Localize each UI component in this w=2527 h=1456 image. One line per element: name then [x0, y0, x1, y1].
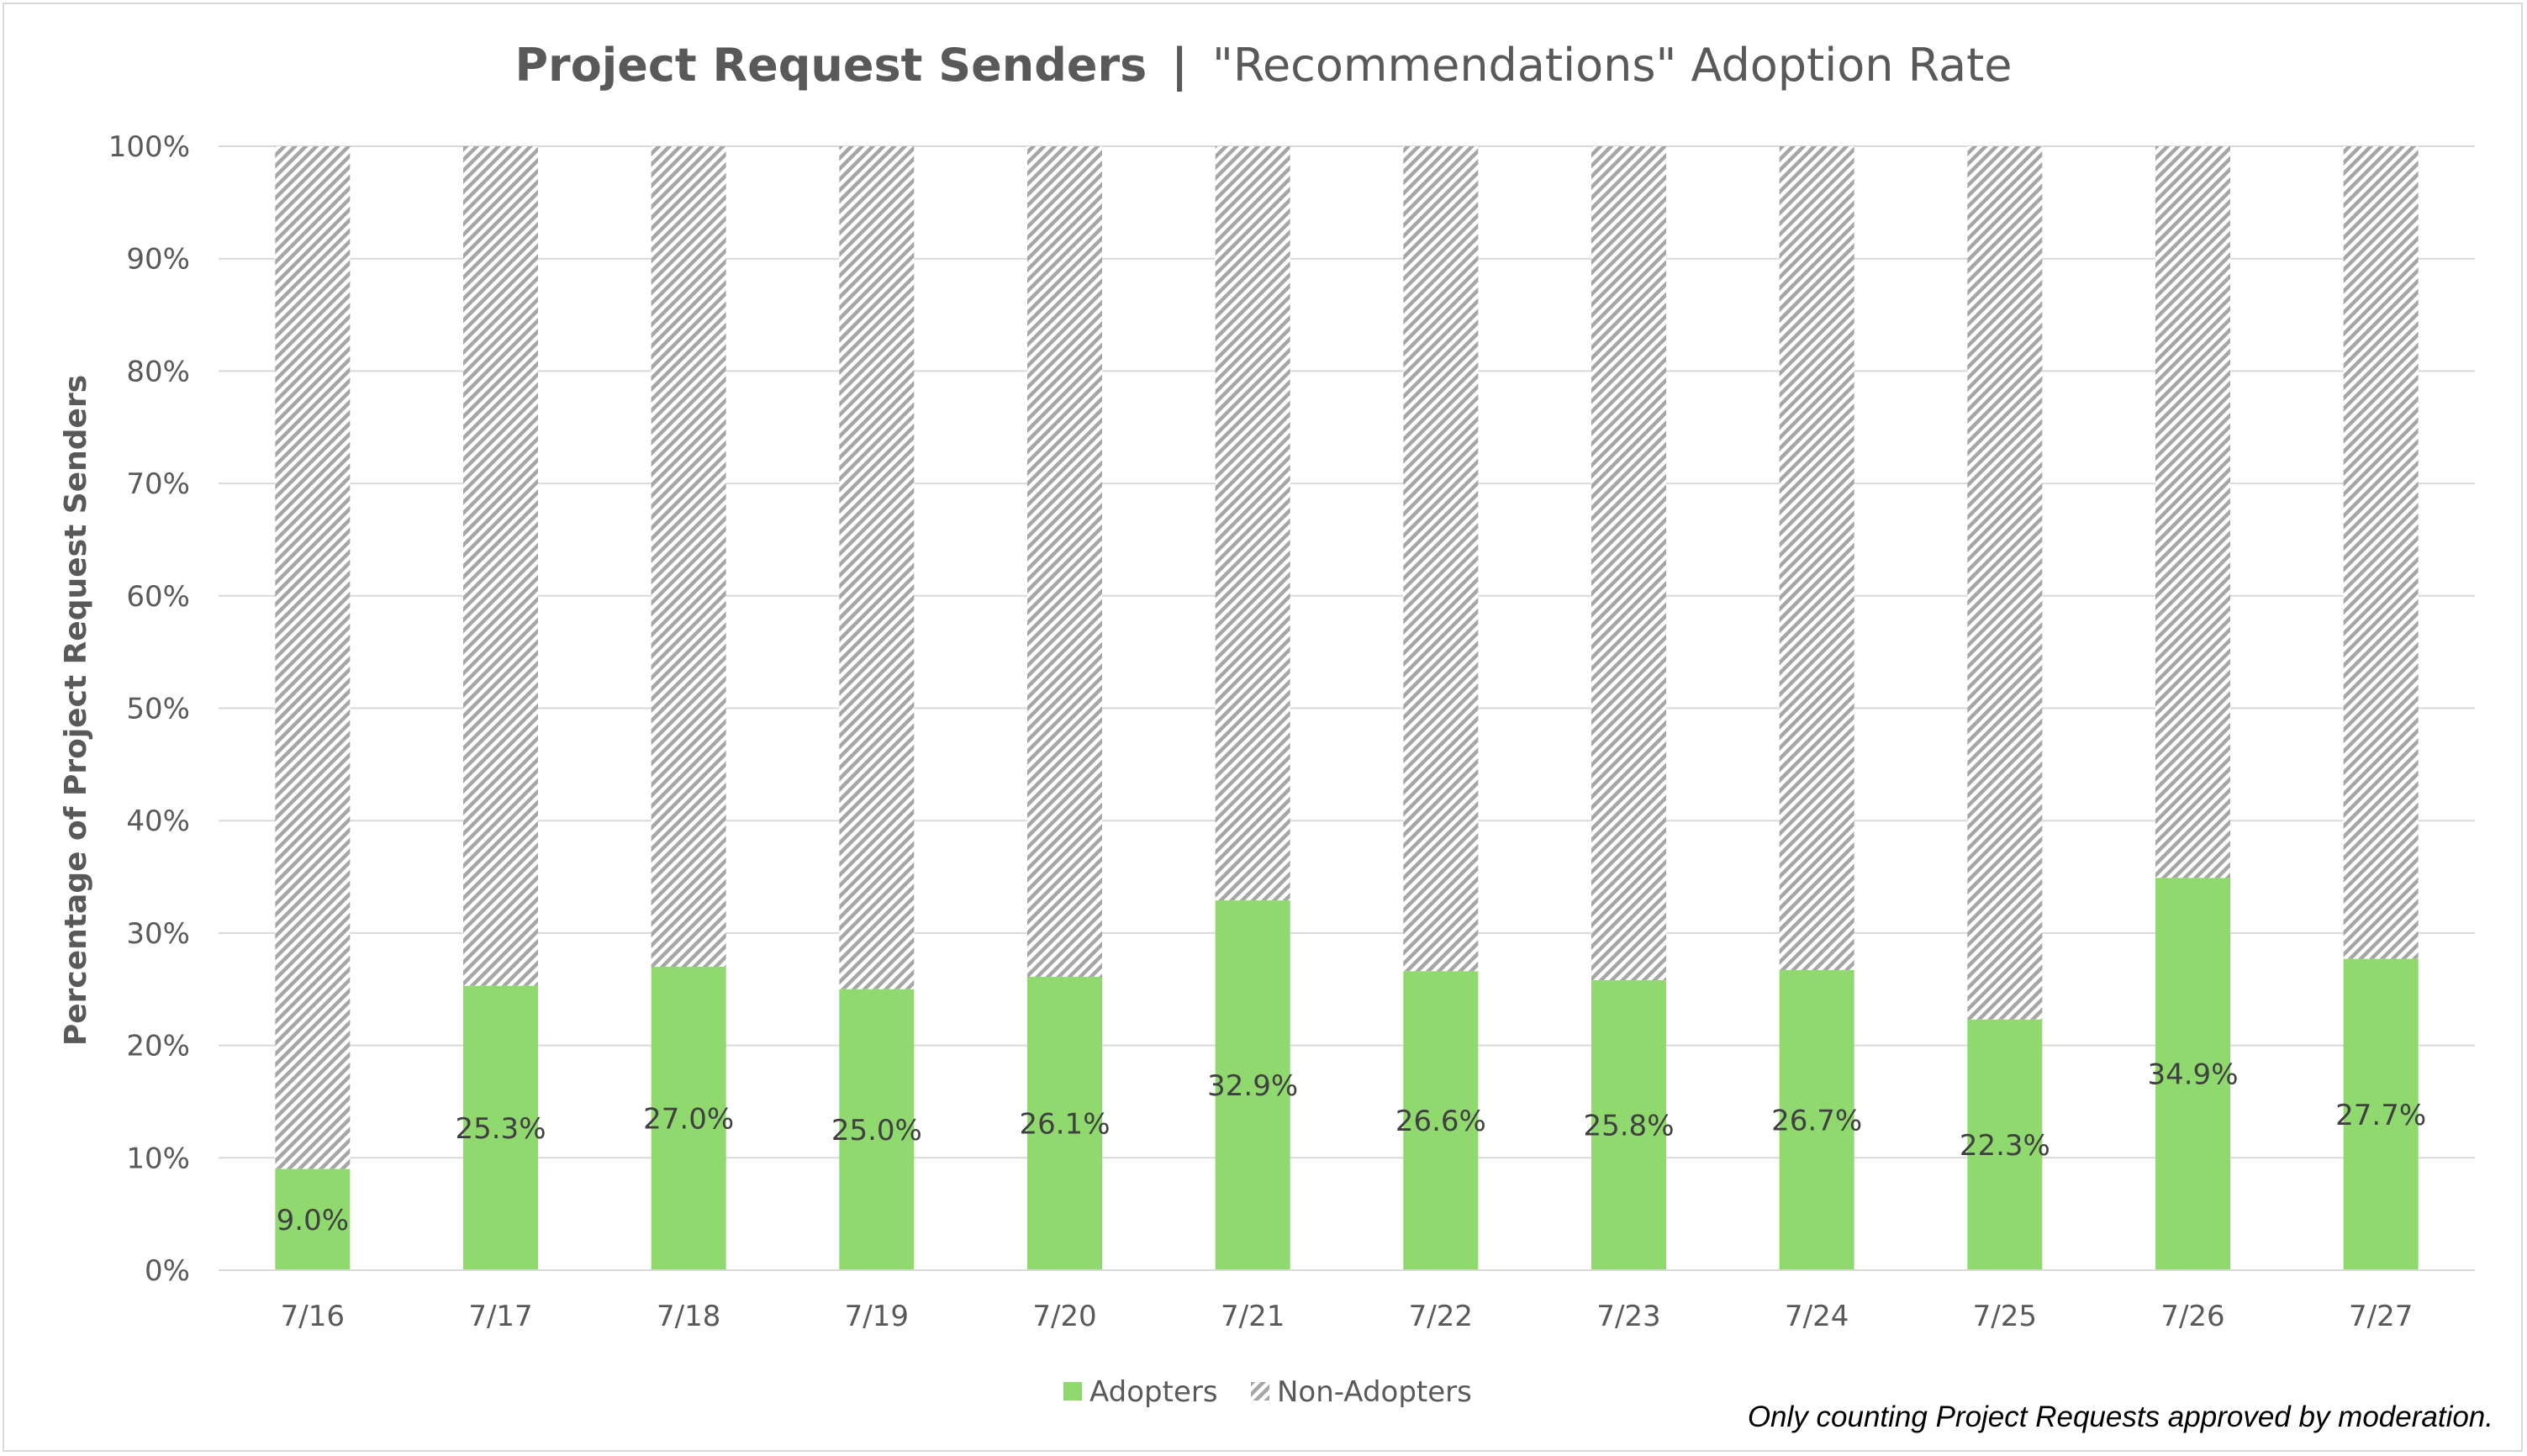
- y-tick-label: 80%: [126, 355, 190, 388]
- bar-data-label: 32.9%: [1207, 1069, 1298, 1103]
- bar-non-adopters: [463, 146, 538, 986]
- bar-adopters: [2343, 958, 2419, 1270]
- bar-non-adopters: [2155, 146, 2230, 878]
- bar-data-label: 25.8%: [1583, 1110, 1674, 1143]
- bar-adopters: [1967, 1019, 2043, 1270]
- bar-data-label: 25.0%: [831, 1114, 922, 1147]
- bar-data-label: 26.6%: [1395, 1105, 1486, 1138]
- bar-adopters: [1215, 900, 1290, 1270]
- bar-data-label: 27.7%: [2335, 1099, 2426, 1132]
- x-tick-label: 7/25: [1973, 1300, 2037, 1333]
- bar-data-label: 26.1%: [1019, 1108, 1110, 1142]
- y-axis-ticks: 0% 10% 20% 30% 40% 50% 60% 70% 80% 90% 100%: [108, 130, 190, 1288]
- chart-title-separator: |: [1171, 39, 1188, 92]
- x-tick-label: 7/21: [1221, 1300, 1285, 1333]
- y-tick-label: 70%: [126, 467, 190, 501]
- x-tick-label: 7/18: [657, 1300, 720, 1333]
- bar-adopters: [1027, 977, 1102, 1270]
- bar-data-label: 25.3%: [455, 1112, 546, 1146]
- legend-swatch-adopters: [1063, 1382, 1082, 1401]
- bar-data-labels: 9.0% 25.3% 27.0% 25.0% 26.1% 32.9% 26.6% 25.8% 2…: [277, 1058, 2427, 1237]
- y-tick-label: 30%: [126, 917, 190, 951]
- legend: Adopters Non-Adopters: [1063, 1375, 1472, 1409]
- bar-non-adopters: [2343, 146, 2419, 959]
- bar-non-adopters: [651, 146, 726, 968]
- x-tick-label: 7/17: [468, 1300, 532, 1333]
- x-tick-label: 7/20: [1032, 1300, 1096, 1333]
- bars: [275, 146, 2419, 1270]
- bar-data-label: 26.7%: [1771, 1105, 1862, 1138]
- bar-non-adopters: [275, 146, 351, 1169]
- y-tick-label: 20%: [126, 1030, 190, 1063]
- y-tick-label: 0%: [145, 1254, 190, 1288]
- svg-text:Project Request Senders: Project Request Senders | "Recommendatio…: [514, 39, 2012, 92]
- y-tick-label: 100%: [108, 130, 190, 164]
- bar-non-adopters: [1027, 146, 1102, 978]
- legend-label-non-adopters: Non-Adopters: [1277, 1375, 1472, 1409]
- x-tick-label: 7/16: [281, 1300, 345, 1333]
- bar-non-adopters: [1403, 146, 1479, 972]
- bar-adopters: [2155, 878, 2230, 1270]
- chart-title-bold: Project Request Senders: [514, 39, 1147, 92]
- x-tick-label: 7/19: [845, 1300, 909, 1333]
- y-tick-label: 40%: [126, 804, 190, 838]
- bar-adopters: [1779, 970, 1854, 1270]
- bar-adopters: [1591, 980, 1666, 1270]
- y-axis-label: Percentage of Project Request Senders: [59, 375, 93, 1046]
- x-axis-ticks: 7/16 7/17 7/18 7/19 7/20 7/21 7/22 7/23 7/24 7/25…: [219, 1269, 2475, 1333]
- y-tick-label: 10%: [126, 1142, 190, 1175]
- footnote: Only counting Project Requests approved …: [1748, 1401, 2493, 1433]
- x-tick-label: 7/23: [1596, 1300, 1660, 1333]
- bar-adopters: [1403, 971, 1479, 1270]
- bar-non-adopters: [839, 146, 915, 989]
- bar-non-adopters: [1967, 146, 2043, 1020]
- legend-label-adopters: Adopters: [1089, 1375, 1218, 1409]
- bar-adopters: [275, 1168, 351, 1270]
- chart-title: Project Request Senders | "Recommendatio…: [514, 39, 2012, 92]
- bar-data-label: 27.0%: [643, 1103, 734, 1137]
- bar-adopters: [651, 967, 726, 1270]
- x-tick-label: 7/22: [1409, 1300, 1473, 1333]
- bar-non-adopters: [1591, 146, 1666, 981]
- gridlines: [219, 145, 2475, 1271]
- bar-data-label: 34.9%: [2147, 1058, 2238, 1092]
- bar-data-label: 22.3%: [1960, 1129, 2050, 1163]
- x-tick-label: 7/26: [2160, 1300, 2224, 1333]
- bar-non-adopters: [1215, 146, 1290, 901]
- legend-swatch-non-adopters: [1251, 1382, 1269, 1401]
- y-tick-label: 50%: [126, 693, 190, 726]
- x-tick-label: 7/27: [2349, 1300, 2413, 1333]
- chart-title-rest: "Recommendations" Adoption Rate: [1212, 39, 2013, 92]
- bar-non-adopters: [1779, 146, 1854, 971]
- bar-adopters: [463, 985, 538, 1270]
- y-tick-label: 90%: [126, 243, 190, 277]
- y-tick-label: 60%: [126, 580, 190, 614]
- bar-adopters: [839, 989, 915, 1270]
- bar-data-label: 9.0%: [277, 1204, 349, 1237]
- x-tick-label: 7/24: [1785, 1300, 1849, 1333]
